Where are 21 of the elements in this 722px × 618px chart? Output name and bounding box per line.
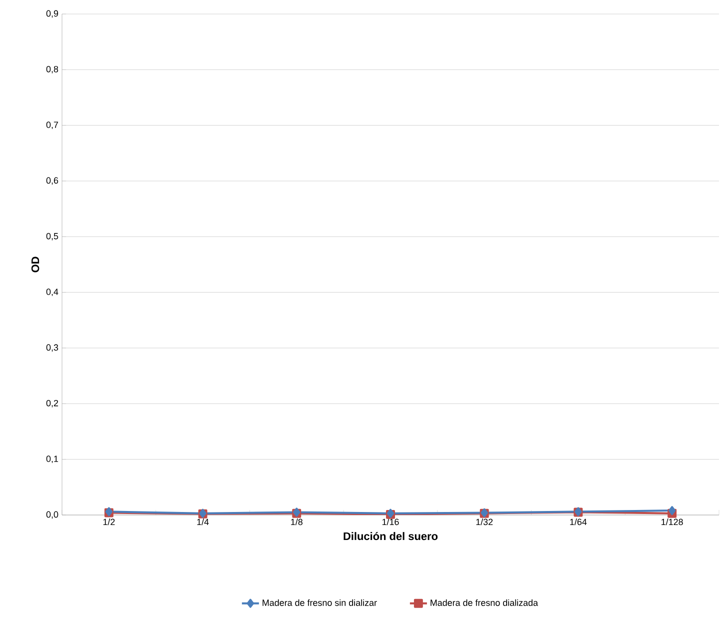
x-tick-label: 1/128	[662, 518, 683, 526]
x-tick-label: 1/4	[197, 518, 209, 526]
x-tick-label: 1/2	[103, 518, 115, 526]
legend-label: Madera de fresno sin dializar	[262, 599, 377, 606]
y-tick-label: 0,9	[46, 10, 58, 18]
x-tick-label: 1/8	[291, 518, 302, 526]
y-tick-label: 0,7	[46, 122, 58, 130]
y-tick-label: 0,1	[46, 456, 58, 464]
x-tick-label: 1/64	[570, 518, 587, 526]
y-tick-label: 0,8	[46, 66, 58, 74]
y-tick-label: 0,4	[46, 288, 58, 296]
x-tick-label: 1/16	[382, 518, 399, 526]
y-tick-label: 0,3	[46, 344, 58, 352]
legend-label: Madera de fresno dializada	[430, 599, 538, 606]
y-tick-label: 0,5	[46, 232, 58, 240]
y-tick-label: 0,0	[46, 511, 58, 519]
x-axis-title: Dilución del suero	[344, 532, 438, 540]
y-axis-title: OD	[31, 256, 40, 272]
x-tick-label: 1/32	[476, 518, 493, 526]
y-tick-label: 0,2	[46, 400, 58, 408]
y-tick-label: 0,6	[46, 177, 58, 185]
